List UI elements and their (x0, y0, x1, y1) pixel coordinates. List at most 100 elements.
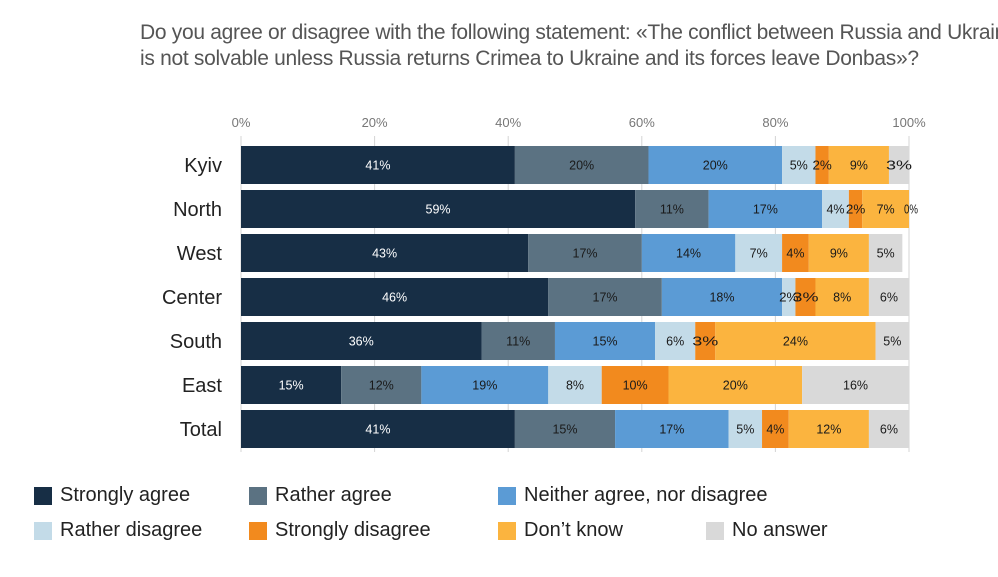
bar-segment (635, 190, 709, 228)
bar-segment (641, 234, 736, 272)
bar-value-label: 12% (369, 379, 394, 393)
bar-value-label: 7% (750, 247, 768, 261)
bar-value-label: 24% (783, 335, 808, 349)
chart-title-line-2: is not solvable unless Russia returns Cr… (140, 47, 919, 70)
bar-value-label: 17% (753, 203, 778, 217)
bar-value-label: 8% (833, 291, 851, 305)
bar-value-label: 17% (659, 423, 684, 437)
bar-segment (868, 410, 909, 448)
bar-segment (848, 190, 863, 228)
bar-value-label: 36% (349, 335, 374, 349)
category-label: East (182, 375, 222, 397)
bar-segment (868, 278, 909, 316)
bar-value-label: 2% (779, 291, 798, 305)
bar-value-label: 12% (816, 423, 841, 437)
bar-segment (241, 146, 515, 184)
bar-segment (822, 190, 849, 228)
bar-segment (241, 234, 529, 272)
bar-segment (241, 322, 482, 360)
bar-value-label: 20% (569, 159, 594, 173)
bar-segment (808, 234, 869, 272)
category-label: Total (180, 419, 222, 441)
bar-segment (241, 410, 515, 448)
category-label: North (173, 199, 222, 221)
bar-segment (528, 234, 642, 272)
bar-value-label: 6% (880, 423, 898, 437)
bar-value-label: 5% (736, 423, 754, 437)
bar-value-label: 3% (792, 291, 818, 305)
x-tick-label: 100% (892, 115, 926, 130)
legend-item: No answer (706, 519, 828, 542)
legend-label: Don’t know (524, 519, 623, 541)
legend-item: Rather disagree (34, 519, 202, 542)
bar-value-label: 41% (365, 159, 390, 173)
x-tick-label: 60% (629, 115, 655, 130)
bar-segment (695, 322, 716, 360)
bar-value-label: 8% (566, 379, 584, 393)
bar-value-label: 11% (506, 335, 530, 349)
legend-label: No answer (732, 519, 828, 541)
legend-label: Rather disagree (60, 519, 203, 541)
bar-segment (514, 410, 616, 448)
bar-value-label: 4% (766, 423, 784, 437)
bar-segment (655, 322, 696, 360)
category-label: South (170, 331, 222, 353)
bar-value-label: 59% (426, 203, 451, 217)
bar-value-label: 17% (593, 291, 618, 305)
bar-segment (241, 278, 549, 316)
bar-value-label: 5% (790, 159, 808, 173)
bar-value-label: 41% (365, 423, 390, 437)
legend-label: Strongly disagree (275, 519, 431, 541)
bar-value-label: 15% (552, 423, 577, 437)
bar-segment (601, 366, 669, 404)
bar-segment (828, 146, 889, 184)
bar-segment (782, 234, 809, 272)
bar-value-label: 6% (666, 335, 684, 349)
bar-segment (554, 322, 656, 360)
legend-swatch (249, 521, 267, 540)
bar-value-label: 4% (786, 247, 804, 261)
bar-value-label: 5% (883, 335, 901, 349)
bar-segment (241, 366, 342, 404)
legend-swatch (498, 486, 516, 505)
bar-value-label: 15% (593, 335, 618, 349)
bar-value-label: 2% (812, 159, 831, 173)
bar-value-label: 3% (886, 159, 912, 173)
bar-segment (481, 322, 555, 360)
bar-value-label: 3% (692, 335, 718, 349)
legend-swatch (249, 486, 267, 505)
category-label: West (177, 243, 223, 265)
bar-value-label: 6% (880, 291, 898, 305)
bar-segment (762, 410, 789, 448)
bar-segment (815, 278, 869, 316)
bar-segment (782, 278, 796, 316)
bar-segment (728, 410, 763, 448)
bar-segment (341, 366, 422, 404)
bar-segment (708, 190, 823, 228)
legend-item: Neither agree, nor disagree (498, 484, 767, 507)
category-label: Kyiv (184, 155, 222, 177)
bar-value-label: 46% (382, 291, 407, 305)
legend-label: Strongly agree (60, 484, 191, 506)
bar-value-label: 9% (830, 247, 848, 261)
bar-segment (648, 146, 783, 184)
bar-value-label: 5% (877, 247, 895, 261)
legend-item: Strongly disagree (249, 519, 431, 542)
x-tick-label: 20% (362, 115, 388, 130)
bar-segment (788, 410, 869, 448)
bar-value-label: 10% (623, 379, 648, 393)
bar-segment (875, 322, 909, 360)
bar-value-label: 20% (703, 159, 728, 173)
x-tick-label: 40% (495, 115, 521, 130)
value-labels: 41% 20% 20% 5% 2% 9% 3%59% 11% 17% 4% 2% 7% 0%43% 17%… (279, 159, 918, 437)
category-labels: Kyiv North West Center South East Total (162, 155, 222, 441)
bar-segment (421, 366, 549, 404)
category-label: Center (162, 287, 222, 309)
bar-value-label: 16% (843, 379, 868, 393)
chart-title-line-1: Do you agree or disagree with the follow… (140, 21, 998, 44)
bar-value-label: 17% (573, 247, 598, 261)
legend-label: Rather agree (275, 484, 392, 506)
bar-value-label: 18% (709, 291, 734, 305)
bar-segment (782, 146, 816, 184)
